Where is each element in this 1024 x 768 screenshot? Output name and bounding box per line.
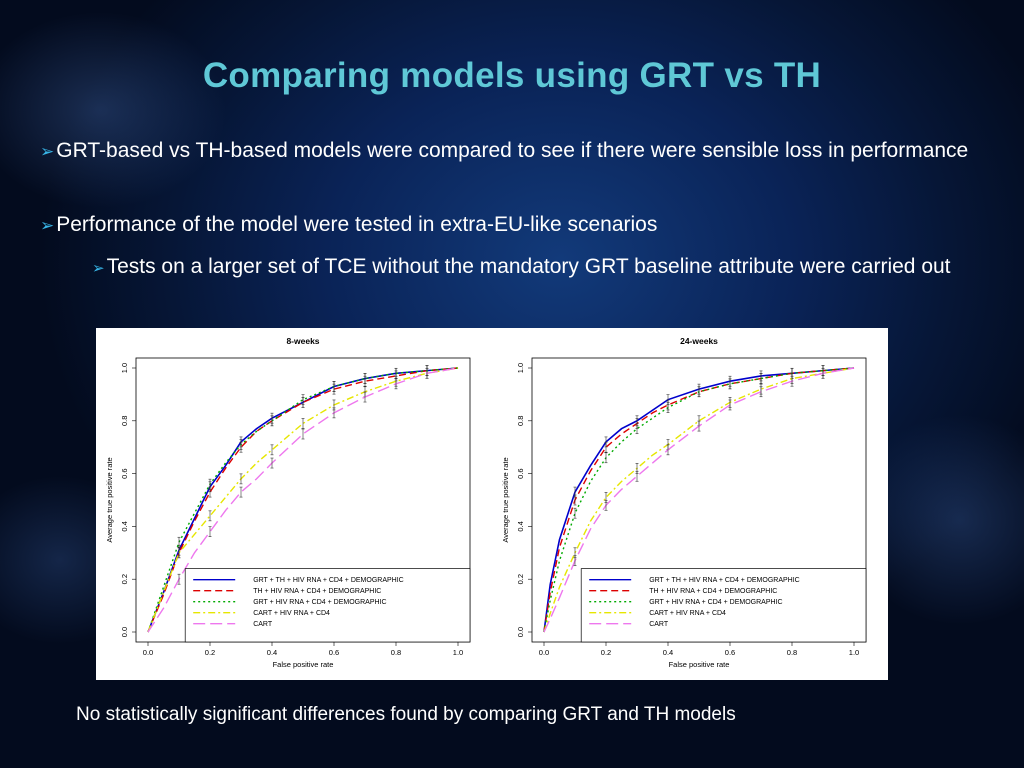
y-tick-label: 0.2 [120,574,129,584]
y-tick-label: 0.6 [120,468,129,478]
x-tick-label: 1.0 [453,648,463,657]
x-tick-label: 0.4 [267,648,277,657]
y-tick-label: 0.6 [516,468,525,478]
series-line [543,367,855,633]
x-tick-label: 0.6 [725,648,735,657]
y-tick-label: 0.4 [516,521,525,531]
series-line [543,367,855,633]
chart-title: 24-weeks [680,336,718,346]
bullet-2: ➢Performance of the model were tested in… [40,208,990,243]
series-line [147,367,459,633]
x-axis-label: False positive rate [669,660,730,669]
x-tick-label: 0.2 [601,648,611,657]
roc-charts-panel: 8-weeks 0.0 0.2 0.4 0.6 0.8 1.0 0.0 0.2 0.4 0.6 0.8… [96,328,888,680]
x-tick-label: 0.4 [663,648,673,657]
legend-box [580,568,867,643]
slide-footer: No statistically significant differences… [76,704,736,725]
arrow-bullet-icon: ➢ [92,260,105,277]
y-tick-label: 0.8 [120,416,129,426]
y-axis-label: Average true positive rate [501,457,510,542]
legend-label: GRT + HIV RNA + CD4 + DEMOGRAPHIC [253,599,386,606]
arrow-bullet-icon: ➢ [40,142,55,161]
bullet-2-text: Performance of the model were tested in … [56,213,658,236]
y-tick-label: 0.8 [516,416,525,426]
y-axis-label: Average true positive rate [105,457,114,542]
x-tick-label: 0.0 [143,648,153,657]
x-tick-label: 0.8 [391,648,401,657]
y-tick-label: 0.0 [516,627,525,637]
y-tick-label: 1.0 [516,363,525,373]
y-tick-label: 0.2 [516,574,525,584]
series-line [147,367,459,633]
legend-label: TH + HIV RNA + CD4 + DEMOGRAPHIC [649,588,777,595]
x-axis-label: False positive rate [273,660,334,669]
y-tick-label: 0.4 [120,521,129,531]
y-tick-label: 0.0 [120,627,129,637]
series-line [543,367,855,633]
x-tick-label: 0.2 [205,648,215,657]
roc-charts-svg: 8-weeks 0.0 0.2 0.4 0.6 0.8 1.0 0.0 0.2 0.4 0.6 0.8… [105,336,867,669]
chart-title: 8-weeks [286,336,319,346]
bullet-1: ➢GRT-based vs TH-based models were compa… [40,134,990,169]
legend-label: TH + HIV RNA + CD4 + DEMOGRAPHIC [253,588,381,595]
legend-label: CART + HIV RNA + CD4 [253,610,330,617]
sub-bullet-1: ➢Tests on a larger set of TCE without th… [92,250,992,286]
series-line [147,367,459,633]
legend-label: CART + HIV RNA + CD4 [649,610,726,617]
series-line [543,367,855,633]
y-tick-label: 1.0 [120,363,129,373]
x-tick-label: 0.0 [539,648,549,657]
arrow-bullet-icon: ➢ [40,216,55,235]
bullet-1-text: GRT-based vs TH-based models were compar… [56,139,969,162]
legend-label: CART [253,621,273,628]
slide-title: Comparing models using GRT vs TH [202,56,822,95]
legend-box [184,568,471,643]
x-tick-label: 1.0 [849,648,859,657]
legend-label: GRT + HIV RNA + CD4 + DEMOGRAPHIC [649,599,782,606]
sub-bullet-1-text: Tests on a larger set of TCE without the… [106,255,951,278]
series-line [147,367,459,633]
legend-label: GRT + TH + HIV RNA + CD4 + DEMOGRAPHIC [649,577,800,584]
legend-label: CART [649,621,669,628]
x-tick-label: 0.8 [787,648,797,657]
legend-label: GRT + TH + HIV RNA + CD4 + DEMOGRAPHIC [253,577,404,584]
x-tick-label: 0.6 [329,648,339,657]
